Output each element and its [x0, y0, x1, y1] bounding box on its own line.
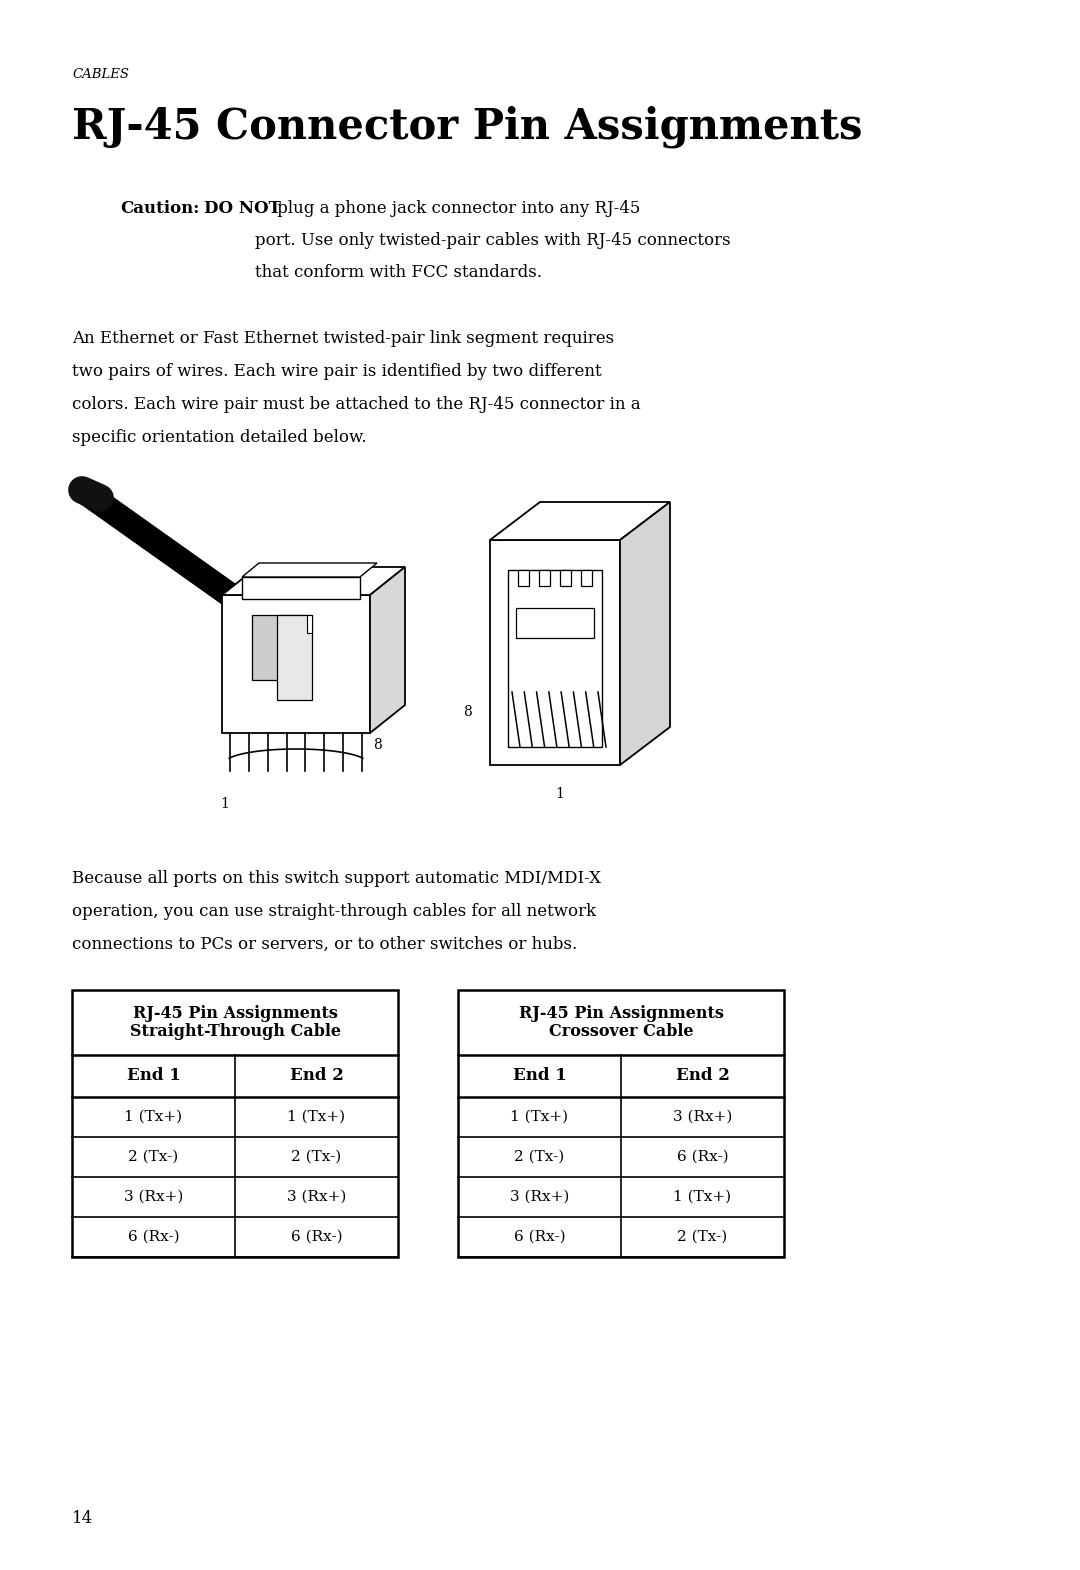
- Polygon shape: [490, 502, 670, 540]
- Text: 3 (Rx+): 3 (Rx+): [124, 1190, 184, 1204]
- Text: 3 (Rx+): 3 (Rx+): [287, 1190, 347, 1204]
- Text: End 1: End 1: [513, 1068, 566, 1085]
- Polygon shape: [620, 502, 670, 765]
- Text: 8: 8: [463, 705, 472, 719]
- Polygon shape: [518, 570, 529, 586]
- Text: port. Use only twisted-pair cables with RJ-45 connectors: port. Use only twisted-pair cables with …: [255, 232, 731, 250]
- Polygon shape: [276, 615, 312, 700]
- Text: two pairs of wires. Each wire pair is identified by two different: two pairs of wires. Each wire pair is id…: [72, 363, 602, 380]
- Text: 2 (Tx-): 2 (Tx-): [292, 1149, 341, 1163]
- Text: that conform with FCC standards.: that conform with FCC standards.: [255, 264, 542, 281]
- Text: 14: 14: [72, 1510, 93, 1528]
- Text: 1 (Tx+): 1 (Tx+): [287, 1110, 346, 1124]
- Text: 2 (Tx-): 2 (Tx-): [514, 1149, 565, 1163]
- Bar: [458, 991, 784, 1258]
- Text: connections to PCs or servers, or to other switches or hubs.: connections to PCs or servers, or to oth…: [72, 936, 577, 953]
- Text: 3 (Rx+): 3 (Rx+): [673, 1110, 732, 1124]
- Text: End 2: End 2: [676, 1068, 729, 1085]
- Text: 2 (Tx-): 2 (Tx-): [129, 1149, 178, 1163]
- Text: specific orientation detailed below.: specific orientation detailed below.: [72, 429, 366, 446]
- Text: 3 (Rx+): 3 (Rx+): [510, 1190, 569, 1204]
- Text: 2 (Tx-): 2 (Tx-): [677, 1229, 728, 1243]
- Polygon shape: [490, 540, 620, 765]
- Text: RJ-45 Pin Assignments: RJ-45 Pin Assignments: [518, 1005, 724, 1022]
- Text: Caution:: Caution:: [120, 199, 200, 217]
- Polygon shape: [222, 567, 405, 595]
- Polygon shape: [242, 564, 377, 578]
- Text: RJ-45 Connector Pin Assignments: RJ-45 Connector Pin Assignments: [72, 105, 863, 148]
- Text: 6 (Rx-): 6 (Rx-): [677, 1149, 728, 1163]
- Polygon shape: [561, 570, 570, 586]
- Text: Crossover Cable: Crossover Cable: [549, 1022, 693, 1039]
- Text: 1: 1: [220, 798, 229, 812]
- Text: End 1: End 1: [126, 1068, 180, 1085]
- Text: 1 (Tx+): 1 (Tx+): [511, 1110, 568, 1124]
- Polygon shape: [370, 567, 405, 733]
- Bar: [72, 991, 399, 1258]
- Text: 1: 1: [555, 787, 565, 801]
- Polygon shape: [307, 615, 312, 633]
- Text: An Ethernet or Fast Ethernet twisted-pair link segment requires: An Ethernet or Fast Ethernet twisted-pai…: [72, 330, 615, 347]
- Text: 6 (Rx-): 6 (Rx-): [291, 1229, 342, 1243]
- Text: 1 (Tx+): 1 (Tx+): [674, 1190, 731, 1204]
- Text: End 2: End 2: [289, 1068, 343, 1085]
- Polygon shape: [222, 595, 370, 733]
- Text: Straight-Through Cable: Straight-Through Cable: [130, 1022, 340, 1039]
- Text: 8: 8: [374, 738, 382, 752]
- Text: 1 (Tx+): 1 (Tx+): [124, 1110, 183, 1124]
- Polygon shape: [516, 608, 594, 637]
- Text: 6 (Rx-): 6 (Rx-): [127, 1229, 179, 1243]
- Text: RJ-45 Pin Assignments: RJ-45 Pin Assignments: [133, 1005, 337, 1022]
- Text: plug a phone jack connector into any RJ-45: plug a phone jack connector into any RJ-…: [272, 199, 640, 217]
- Text: CABLES: CABLES: [72, 68, 129, 82]
- Polygon shape: [242, 578, 360, 600]
- Polygon shape: [252, 615, 307, 680]
- Text: Because all ports on this switch support automatic MDI/MDI-X: Because all ports on this switch support…: [72, 870, 600, 887]
- Polygon shape: [581, 570, 592, 586]
- Text: colors. Each wire pair must be attached to the RJ-45 connector in a: colors. Each wire pair must be attached …: [72, 396, 640, 413]
- Text: 6 (Rx-): 6 (Rx-): [514, 1229, 565, 1243]
- Text: operation, you can use straight-through cables for all network: operation, you can use straight-through …: [72, 903, 596, 920]
- Polygon shape: [539, 570, 550, 586]
- Text: DO NOT: DO NOT: [204, 199, 281, 217]
- Polygon shape: [508, 570, 602, 747]
